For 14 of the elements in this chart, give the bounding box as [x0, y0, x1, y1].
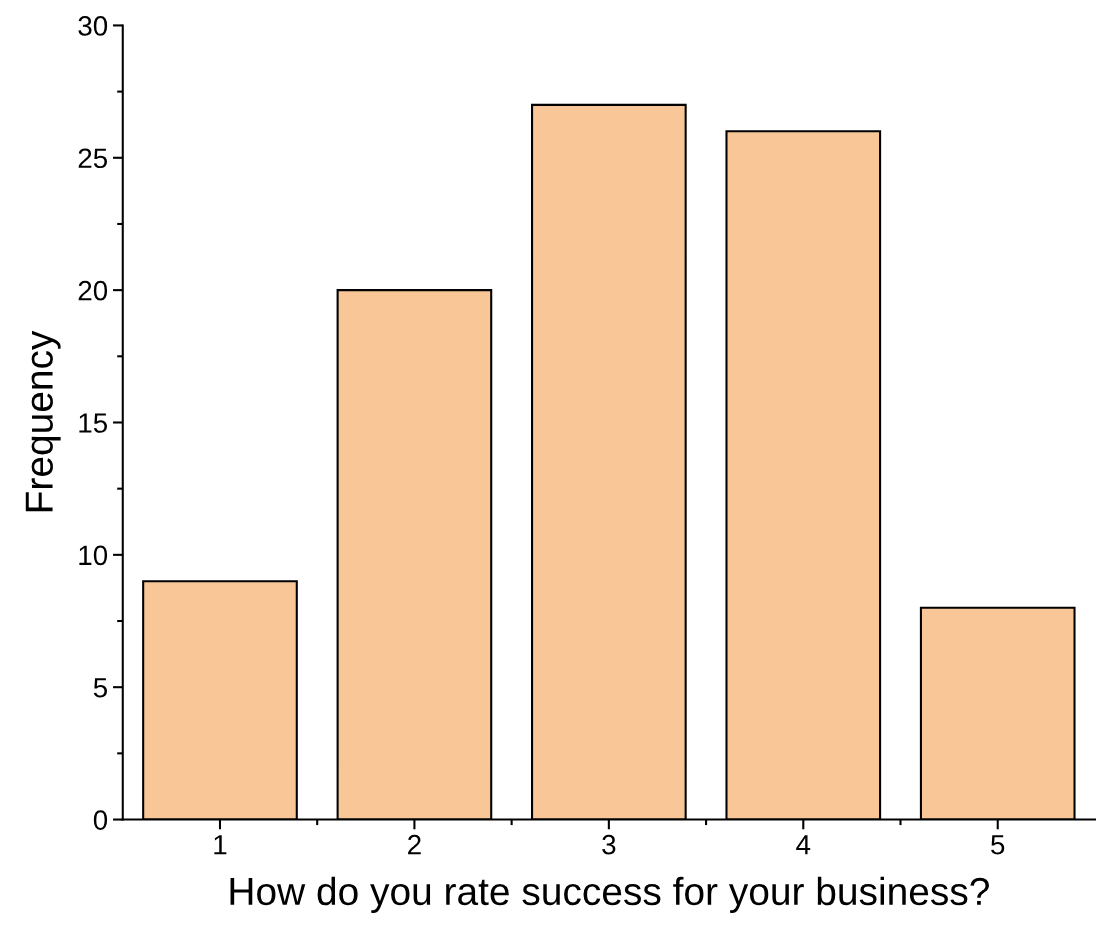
x-tick-label: 2 [408, 834, 421, 855]
x-tick-label: 5 [991, 835, 1005, 855]
x-axis-title: How do you rate success for your business? [230, 876, 989, 913]
y-tick-label: 5 [93, 678, 108, 698]
y-tick-label: 10 [79, 545, 108, 566]
x-tick-label: 1 [214, 835, 227, 855]
y-tick-label: 15 [79, 413, 108, 433]
y-tick-label: 25 [78, 148, 108, 169]
y-axis-title: Frequency [25, 330, 61, 512]
x-tick-label: 4 [796, 835, 811, 855]
y-tick-label: 0 [93, 810, 108, 830]
x-tick-label: 3 [602, 834, 616, 855]
y-tick-label: 30 [78, 16, 108, 36]
y-tick-label: 20 [78, 280, 108, 301]
